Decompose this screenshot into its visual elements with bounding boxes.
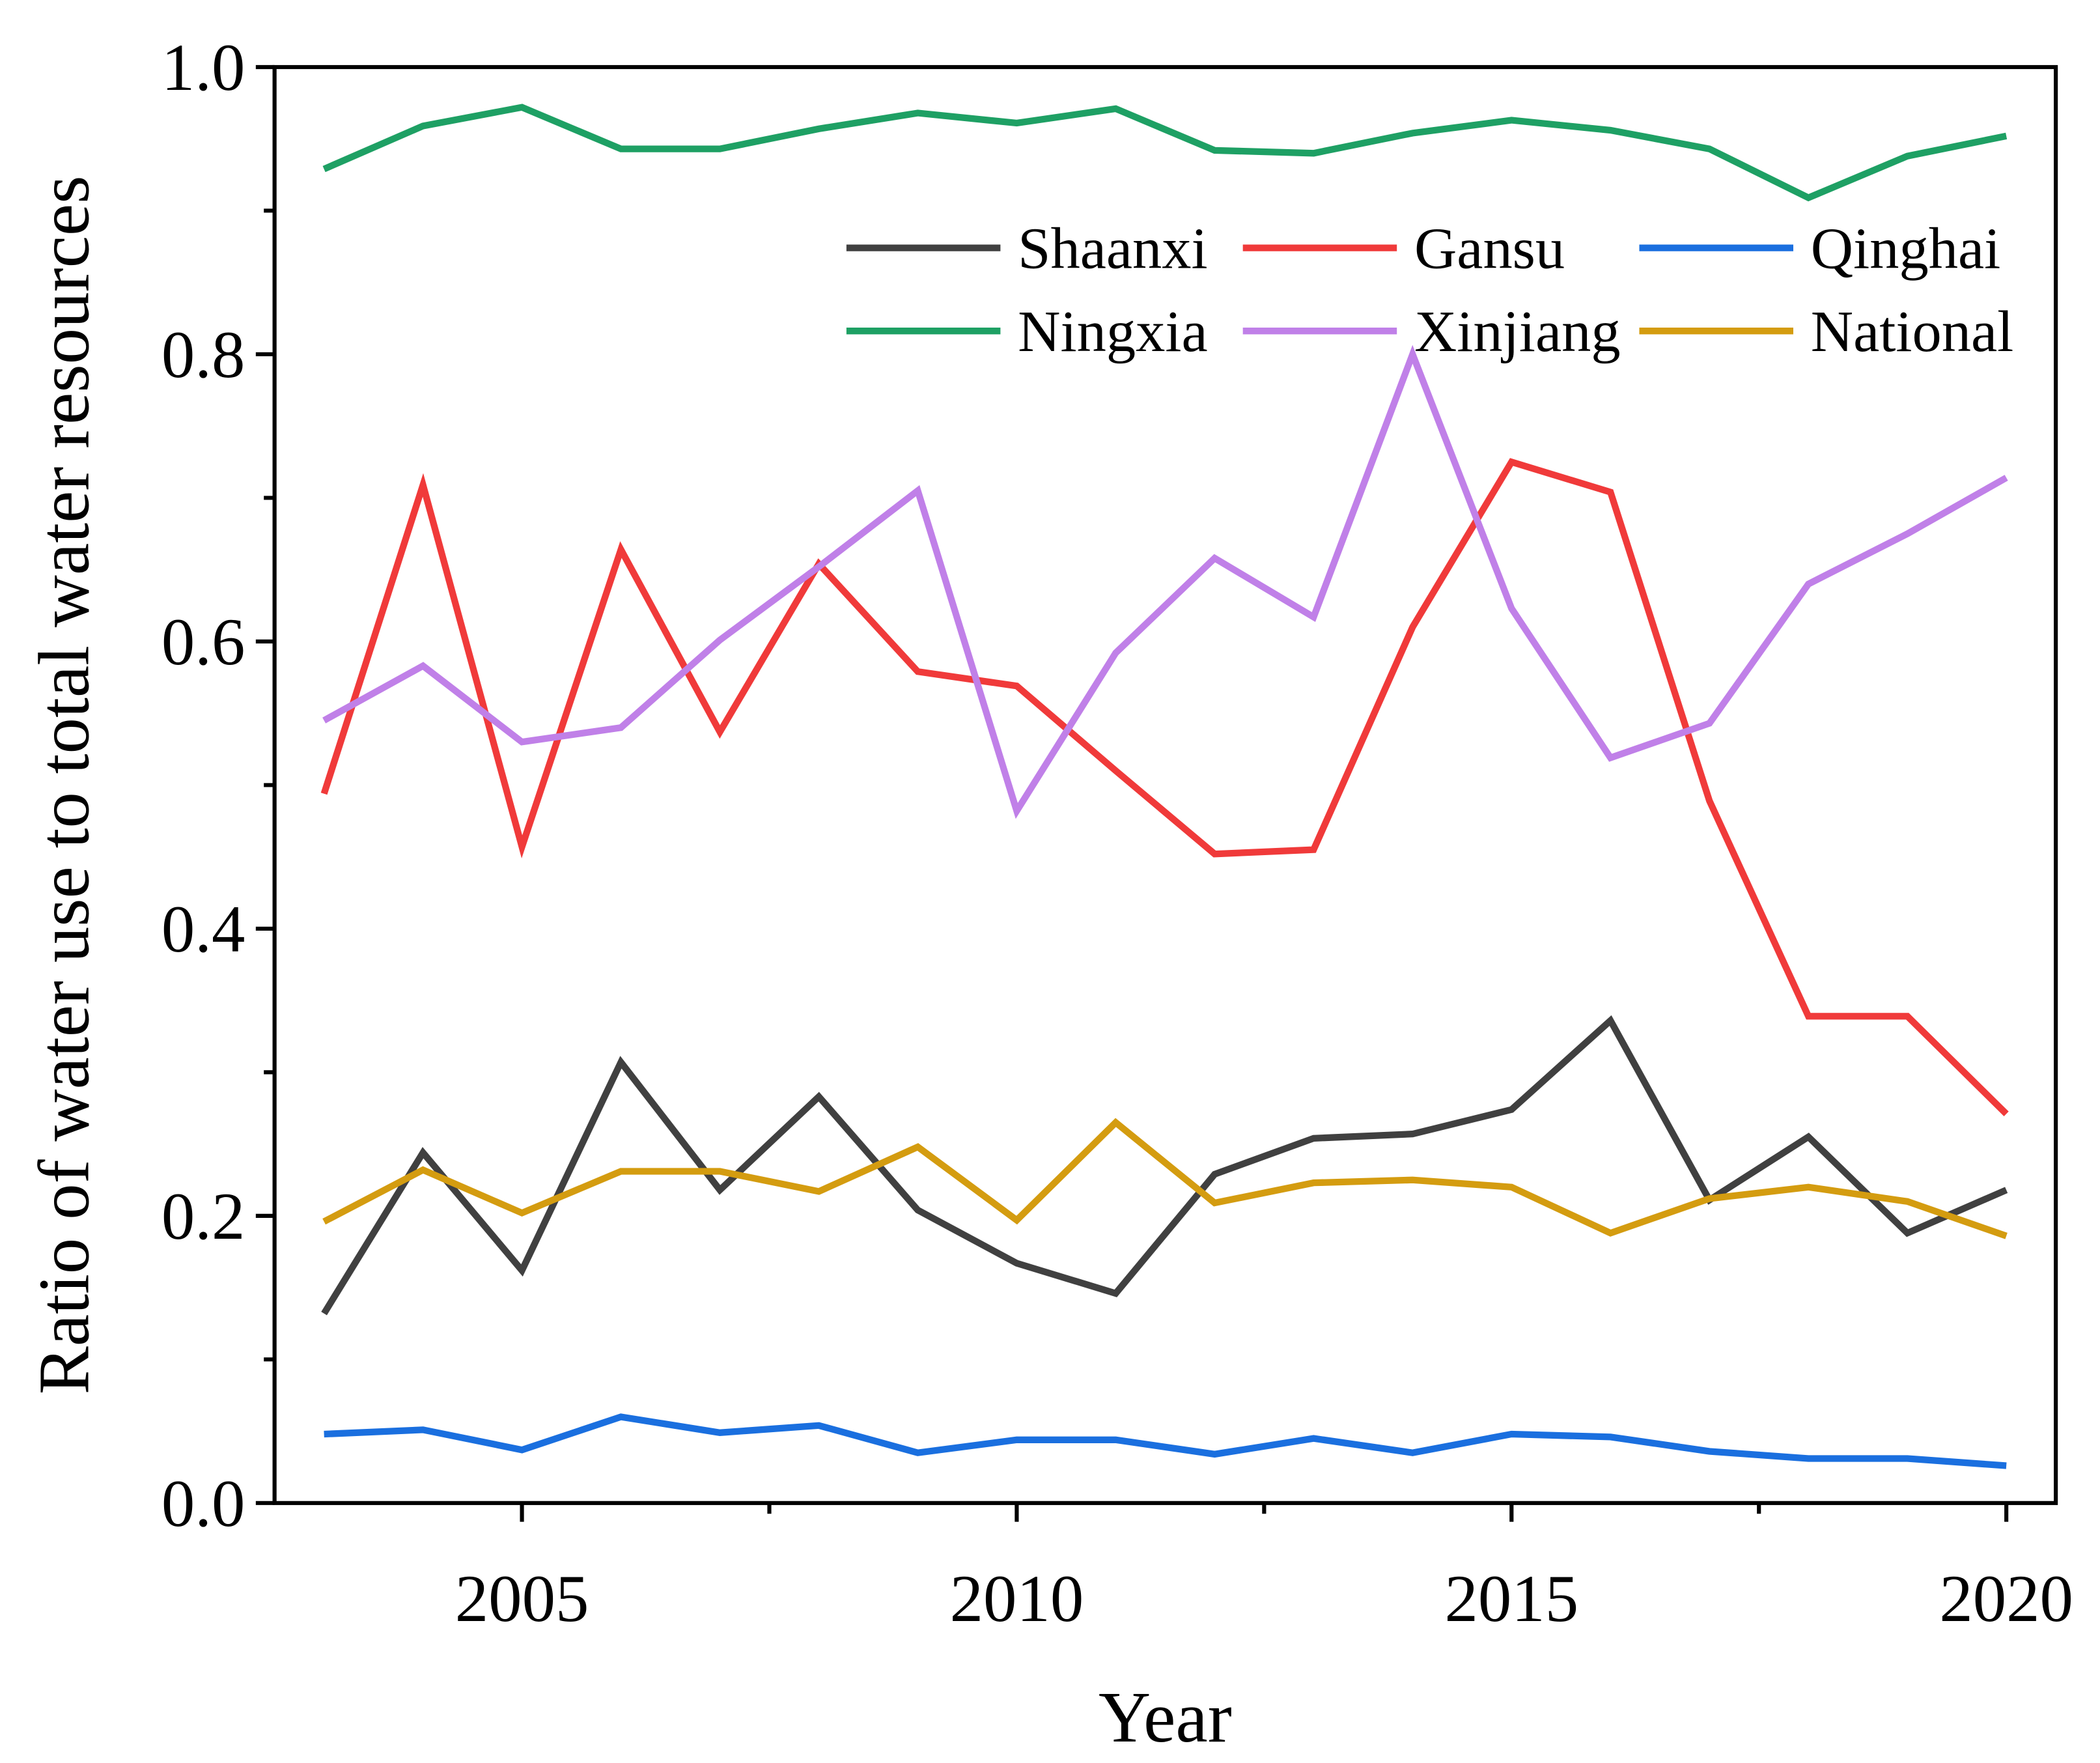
- y-tick-label: 0.6: [161, 605, 245, 679]
- x-tick-label: 2010: [950, 1562, 1084, 1636]
- y-tick-label: 1.0: [161, 31, 245, 105]
- series-line: [320, 458, 2009, 1116]
- x-tick-label: 2005: [455, 1562, 589, 1636]
- y-tick-label: 0.2: [161, 1179, 245, 1254]
- x-axis-label: Year: [1099, 1678, 1232, 1758]
- series-line: [322, 345, 2008, 819]
- y-axis-label: Ratio of water use to total water resour…: [25, 176, 105, 1395]
- x-tick-label: 2015: [1444, 1562, 1578, 1636]
- legend-label: Shaanxi: [1018, 216, 1208, 281]
- legend-label: Qinghai: [1811, 216, 2001, 281]
- y-tick-label: 0.8: [161, 318, 245, 392]
- series-line: [322, 1118, 2008, 1239]
- y-tick-label: 0.4: [161, 892, 245, 966]
- legend-label: Xinjiang: [1414, 298, 1621, 364]
- series-line: [324, 1413, 2007, 1469]
- series-line: [321, 1015, 2008, 1316]
- legend-label: Gansu: [1414, 216, 1565, 281]
- legend-label: Ningxia: [1018, 298, 1208, 364]
- legend-label: National: [1811, 298, 2014, 364]
- x-tick-label: 2020: [1939, 1562, 2073, 1636]
- y-tick-label: 0.0: [161, 1467, 245, 1541]
- series-line: [322, 104, 2008, 202]
